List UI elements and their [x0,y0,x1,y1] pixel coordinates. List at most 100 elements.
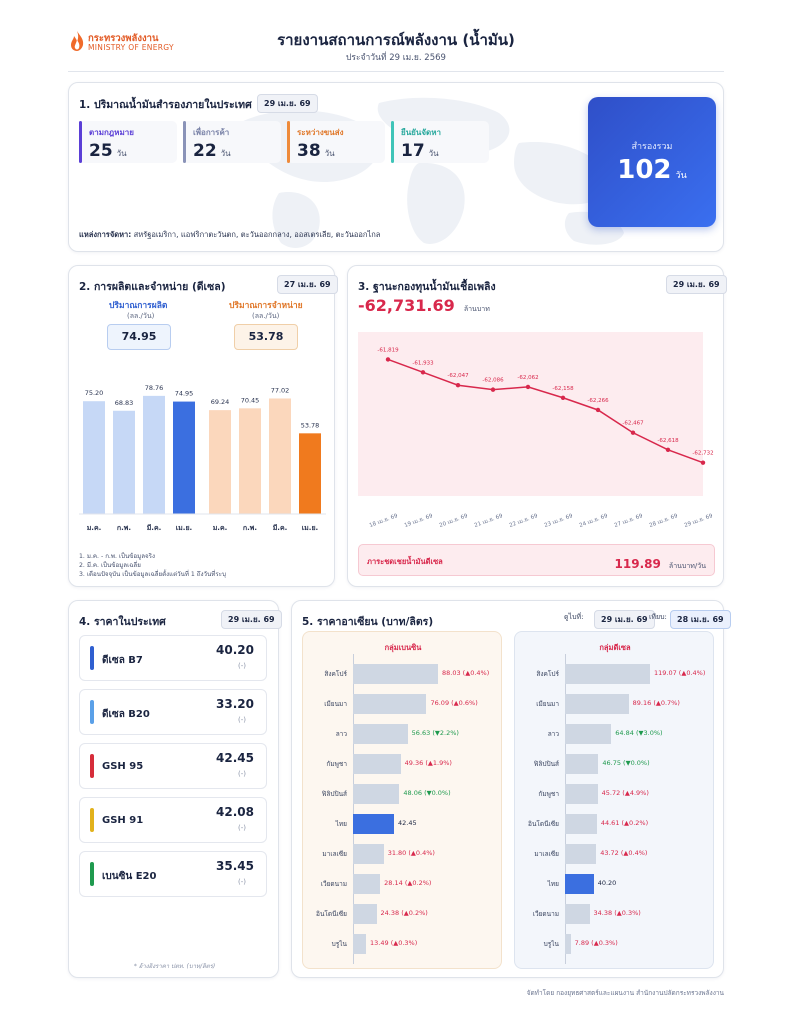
fund-data-point [490,387,496,392]
subsidy-label: ภาระชดเชยน้ำมันดีเซล [367,557,443,566]
reserve-item-confirmed: ยืนยันจัดหา 17 วัน [391,121,489,163]
gasoline-group-title: กลุ่มเบนซิน [384,643,422,652]
fuel-price: 42.08 [216,805,254,819]
asean-row: บรูไน 13.49 (▲0.3%) [303,930,503,958]
month-tick-label: เม.ย. [302,524,318,532]
asean-date-label-2: เทียบ: [649,613,667,621]
asean-row: ไทย 42.45 [303,810,503,838]
total-reserve-box: สำรองรวม 102 วัน [588,97,716,227]
fuel-name: ดีเซล B7 [102,655,143,666]
asean-country-label: ไทย [335,820,347,828]
reserve-item-label: ระหว่างขนส่ง [297,128,344,137]
production-label: ปริมาณการผลิต [109,301,168,311]
asean-price-value: 7.89 (▲0.3%) [574,939,618,947]
reserve-item-value: 38 วัน [297,141,335,161]
asean-country-label: ไทย [547,880,559,888]
fund-data-point [525,384,531,390]
sales-bar [209,410,231,514]
footer-credit: จัดทำโดย กองยุทธศาสตร์และแผนงาน สำนักงาน… [526,989,724,997]
production-card: 2. การผลิตและจำหน่าย (ดีเซล) 27 เม.ย. 69… [68,265,338,587]
fund-data-point [630,430,636,435]
domestic-price-note: * อ้างอิงราคา ปตท. (บาท/ลิตร) [133,963,216,970]
supply-sources: แหล่งการจัดหา: สหรัฐอเมริกา, แอฟริกาตะวั… [79,230,381,239]
fuel-price-change: (-) [238,824,246,832]
fund-title: 3. ฐานะกองทุนน้ำมันเชื้อเพลิง [358,281,496,293]
asean-price-value: 48.06 (▼0.0%) [403,789,451,797]
fund-data-label: -62,086 [482,378,504,384]
diesel-group-panel: กลุ่มดีเซล สิงคโปร์ 119.07 (▲0.4%) เมียนมา… [514,631,714,969]
reserves-title: 1. ปริมาณน้ำมันสำรองภายในประเทศ [79,99,252,111]
asean-price-value: 46.75 (▼0.0%) [602,759,650,767]
reserve-item-value: 25 วัน [89,141,127,161]
production-sales-bar-chart: 75.20 ม.ค. 68.83 ก.พ. 78.76 มี.ค. 74.95 เม.ย. 69… [79,384,326,532]
bar-value-label: 77.02 [271,386,290,394]
asean-price-value: 34.38 (▲0.3%) [593,909,641,917]
fund-data-label: -62,062 [517,375,538,381]
asean-price-value: 42.45 [397,819,417,827]
production-date-badge: 27 เม.ย. 69 [277,275,338,294]
production-note: 2. มี.ค. เป็นข้อมูลเฉลี่ย [79,562,141,569]
header-divider [68,71,724,72]
asean-country-label: ฟิลิปปินส์ [533,760,559,768]
fuel-price-change: (-) [238,770,246,778]
fund-data-label: -62,047 [447,373,469,379]
asean-price-value: 28.14 (▲0.2%) [384,879,432,887]
x-axis-tick-label: 19 เม.ย. 69 [404,513,434,529]
asean-country-label: มาเลเซีย [322,850,347,858]
reserves-date-badge: 29 เม.ย. 69 [257,94,318,113]
fund-data-label: -62,732 [692,451,713,457]
asean-price-bar [353,694,427,714]
asean-price-bar [353,874,381,894]
fund-data-point [420,370,426,375]
asean-price-value: 31.80 (▲0.4%) [387,849,435,857]
reserve-item-value: 22 วัน [193,141,231,161]
x-axis-tick-label: 24 เม.ย. 69 [579,513,609,529]
fund-series-line [387,358,704,464]
asean-price-bar [565,874,594,894]
asean-date-badge-2: 28 เม.ย. 69 [670,610,731,629]
production-bar [143,395,165,514]
fuel-color-marker [90,862,94,886]
asean-price-bar [353,844,384,864]
asean-country-label: อินโดนีเซีย [528,820,559,828]
x-axis-tick-label: 22 เม.ย. 69 [509,513,539,529]
fund-data-label: -62,467 [622,421,644,427]
asean-row: เมียนมา 89.16 (▲0.7%) [515,690,715,718]
fund-balance: -62,731.69 ล้านบาท [358,296,490,315]
reserves-card: 1. ปริมาณน้ำมันสำรองภายในประเทศ 29 เม.ย.… [68,82,724,252]
asean-country-label: กัมพูชา [326,760,347,768]
asean-row: มาเลเซีย 43.72 (▲0.4%) [515,840,715,868]
asean-row: กัมพูชา 45.72 (▲4.9%) [515,780,715,808]
production-value-box: 74.95 [107,324,171,350]
production-note: 3. เดือนปัจจุบัน เป็นข้อมูลเฉลี่ยตั้งแต่… [79,571,226,578]
asean-price-value: 13.49 (▲0.3%) [370,939,418,947]
asean-row: สิงคโปร์ 88.03 (▲0.4%) [303,660,503,688]
asean-title: 5. ราคาอาเซียน (บาท/ลิตร) [302,616,434,628]
asean-price-bar [565,694,629,714]
asean-price-bar [565,664,650,684]
fund-data-label: -62,266 [587,398,609,404]
asean-country-label: บรูไน [543,940,559,948]
production-unit: (ลล./วัน) [127,312,155,320]
production-notes: 1. ม.ค. - ก.พ. เป็นข้อมูลจริง 2. มี.ค. เ… [79,552,226,579]
fuel-name: เบนซิน E20 [102,871,157,882]
asean-row: อินโดนีเซีย 24.38 (▲0.2%) [303,900,503,928]
asean-price-value: 119.07 (▲0.4%) [654,669,706,677]
fund-date-badge: 29 เม.ย. 69 [666,275,727,294]
asean-country-label: กัมพูชา [538,790,559,798]
asean-price-bar [353,784,400,804]
asean-row: มาเลเซีย 31.80 (▲0.4%) [303,840,503,868]
reserve-item-label: เพื่อการค้า [193,128,230,137]
domestic-date-badge: 29 เม.ย. 69 [221,610,282,629]
fund-data-point [385,357,391,362]
diesel-axis-line [565,654,566,964]
asean-price-card: 5. ราคาอาเซียน (บาท/ลิตร) ดูไบที่: 29 เม… [291,600,731,978]
month-tick-label: เม.ย. [176,524,192,532]
asean-price-value: 76.09 (▲0.6%) [430,699,478,707]
asean-country-label: สิงคโปร์ [536,670,559,678]
gasoline-group-panel: กลุ่มเบนซิน สิงคโปร์ 88.03 (▲0.4%) เมียนมา… [302,631,502,969]
asean-price-value: 49.36 (▲1.9%) [404,759,452,767]
reserve-item-value: 17 วัน [401,141,439,161]
bar-value-label: 74.95 [175,390,194,398]
subsidy-box: ภาระชดเชยน้ำมันดีเซล 119.89 ล้านบาท/วัน [358,544,715,576]
